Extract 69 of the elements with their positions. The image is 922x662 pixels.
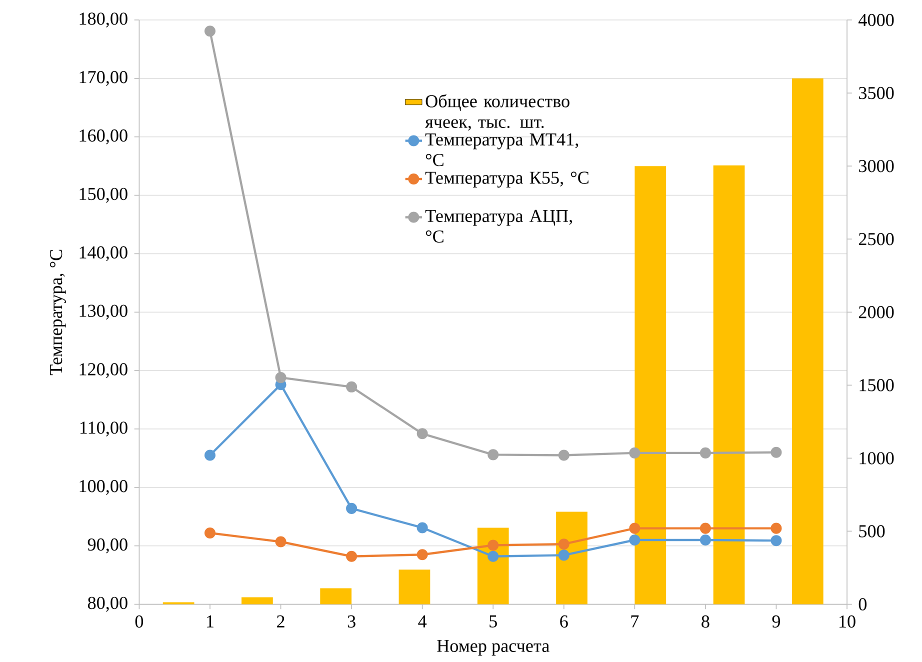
point [488,550,499,562]
x-tick-label: 3 [348,616,356,628]
point [488,540,499,551]
legend-label: Температура К55, °С [425,172,588,188]
legend-label: Общее количество ячеек, тыс. шт. [425,94,570,131]
point [488,449,499,460]
y-tick-label: 160,00 [80,130,128,144]
point [700,522,711,534]
point [275,372,286,384]
y2-tick-label: 2500 [858,233,894,246]
point [629,448,640,459]
x-tick-label: 2 [277,616,284,628]
bar [320,588,352,604]
y-tick-label: 90,00 [88,538,128,554]
x-tick-label: 4 [418,616,427,628]
point [416,522,428,534]
y-tick-label: 110,00 [80,422,128,437]
bar [398,570,430,604]
y-tick-label: 150,00 [80,188,128,203]
x-tick-label: 1 [207,616,214,628]
y2-tick-label: 1500 [860,379,894,392]
bar [792,78,824,604]
bar [634,166,666,604]
y-tick-label: 120,00 [80,363,128,378]
point [770,535,782,546]
point [770,446,782,458]
y2-tick-label: 0 [858,598,867,611]
x-tick-label: 10 [840,616,856,628]
y2-tick-label: 4000 [858,14,894,26]
x-tick-label: 5 [490,616,497,628]
y-tick-label: 140,00 [80,246,128,262]
point [558,450,570,461]
point [700,534,711,546]
point [204,450,216,461]
y2-tick-label: 500 [859,525,885,538]
point [558,550,570,561]
y-tick-label: 100,00 [80,480,128,495]
point [204,528,216,539]
point [346,503,358,514]
legend-label: Температура АЦП, °С [425,210,572,243]
point [629,534,640,546]
x-axis-title: Номер расчета [437,640,550,656]
y2-tick-label: 1000 [860,452,894,464]
x-tick-label: 8 [702,616,710,628]
point [416,428,428,440]
bar [242,597,273,604]
legend-label: Температура МТ41, °С [425,134,578,166]
y-tick-label: 170,00 [80,71,128,86]
point [346,382,358,393]
point [416,549,428,560]
point [558,538,570,550]
point [700,448,711,459]
y2-tick-label: 2000 [858,306,894,318]
y2-tick-label: 3500 [859,87,894,100]
y2-tick-label: 3000 [859,160,894,172]
point [346,550,358,562]
y-tick-label: 130,00 [80,304,128,320]
bar [713,165,745,604]
x-tick-label: 6 [560,616,568,628]
x-tick-label: 9 [772,616,780,628]
x-tick-label: 7 [631,616,639,628]
x-tick-label: 0 [135,616,144,628]
point [275,536,286,548]
y-axis-title: Температура, °С [50,250,66,376]
y-tick-label: 80,00 [88,596,128,612]
point [204,26,216,37]
point [629,522,640,534]
point [770,522,782,534]
y-tick-label: 180,00 [80,12,128,28]
